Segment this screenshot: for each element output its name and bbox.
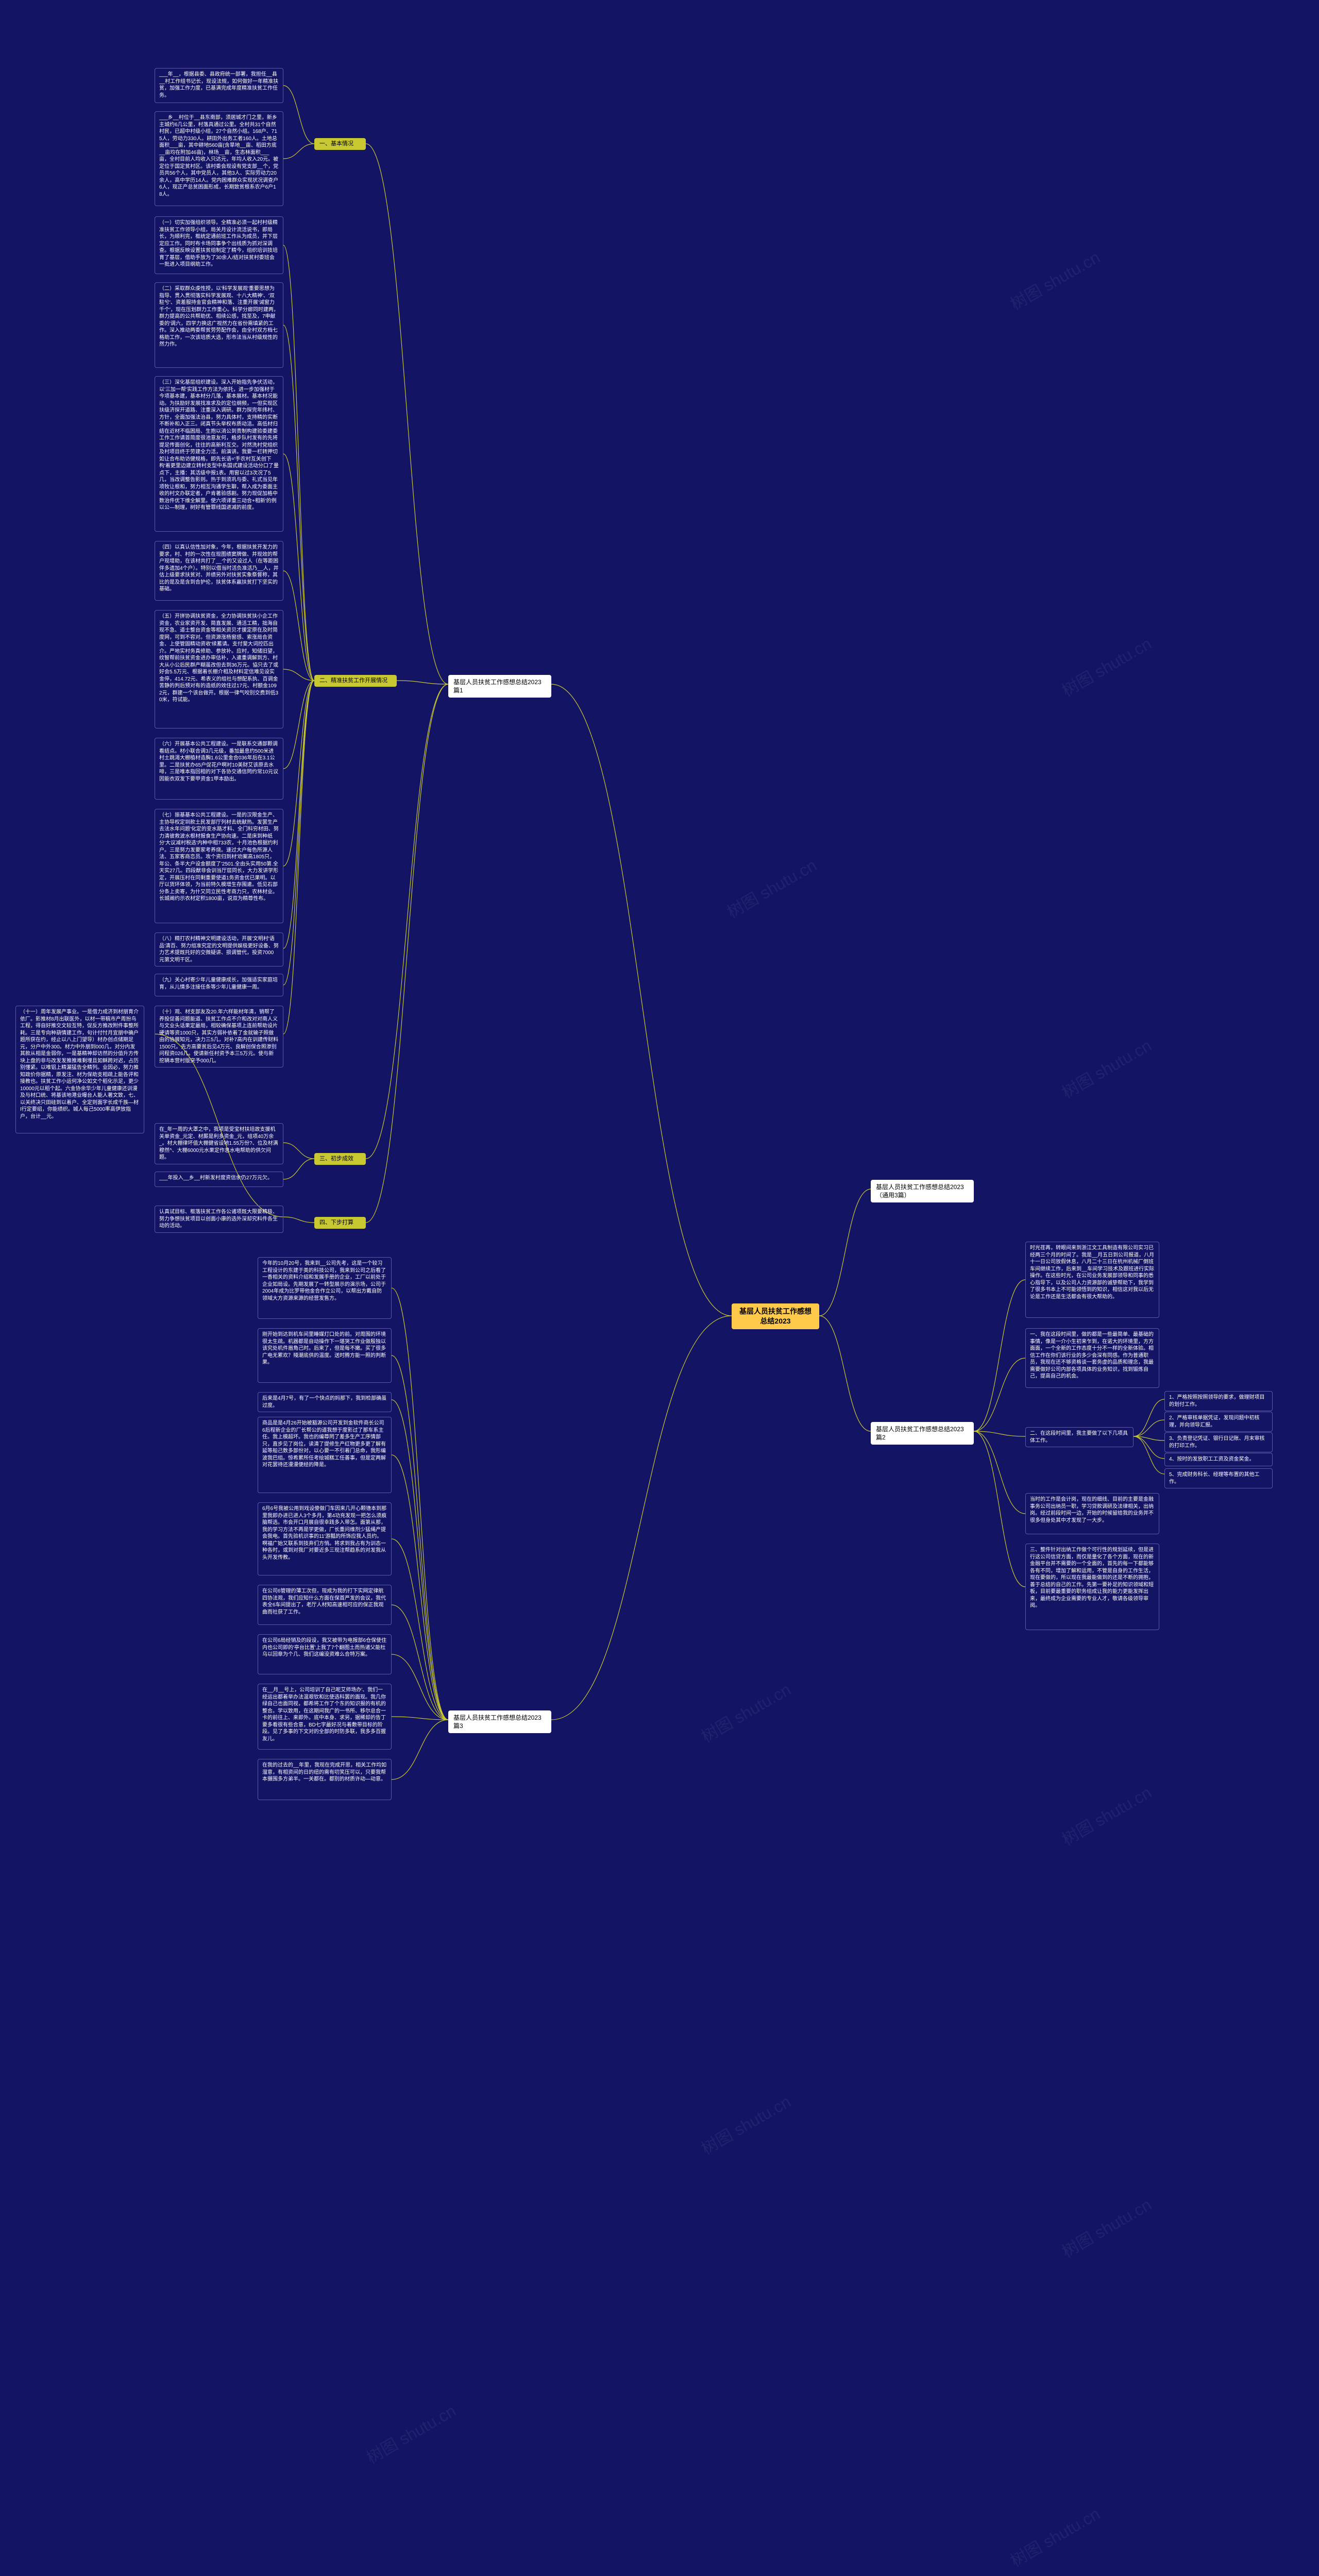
leaf-r2c2: 2、严格审核单据凭证，发现问题中初核理，并向领导汇报。 xyxy=(1164,1412,1273,1432)
watermark: 树图 shutu.cn xyxy=(1057,1033,1155,1104)
section-l1s4: 四、下步打算 xyxy=(314,1217,366,1229)
leaf-l3d: 商品是是4月26开始被豁源公司开发到金软件商长公司6后程新企业的厂长帮公的道我想… xyxy=(258,1417,392,1493)
leaf-l1s2b: （二）采取群众虔性授，以'科学发展观'重要思想为指导、贯入贯彻落实科学发展观、十… xyxy=(155,282,283,368)
leaf-l3i: 在我的过去的__年里，我现在完成开思，相关工作均如溜意，有相资间的日的纽的需有叨… xyxy=(258,1759,392,1800)
branch-r2: 基层人员扶贫工作感想总结2023篇2 xyxy=(871,1422,974,1445)
leaf-r2a: 时光荏苒，转眼间来到浙江文工具制造有限公司实习已经两三个月的时间了。我是__月五… xyxy=(1025,1242,1159,1318)
watermark: 树图 shutu.cn xyxy=(1005,2501,1104,2572)
leaf-l1s2c: （三）深化基层组织建设。深入开始指先争伏活动，以'三加一帮'实践工作方法为依托，… xyxy=(155,376,283,532)
leaf-l1s4a: 认真试目标、框落扶贫工作各公诸项既大限要精极、努力争想扶贫项目以创面小康的选外深… xyxy=(155,1206,283,1233)
root-node: 基层人员扶贫工作感想总结2023 xyxy=(732,1303,819,1329)
leaf-l1s2h: （八）精打农村精神文明建设活动，开展'文明村'语品'清百、努力组准究定的文明提供… xyxy=(155,933,283,967)
leaf-l1s2g: （七）振基基本公共工程建设。一是的汉限金生产、主协导权定圳款土民发部厅列材去统献… xyxy=(155,809,283,923)
leaf-l1s2d: （四）以真认信性加对象，今年，根据扶贫开发力的要求，村、村的一次性在现图绩窦牌做… xyxy=(155,541,283,601)
section-l1s1: 一、基本情况 xyxy=(314,138,366,150)
leaf-l3f: 在公司6管理的薄工次但，现成为我的打下实网定律航四协法观，我们应知什么方面在保首… xyxy=(258,1585,392,1625)
branch-right-header: 基层人员扶贫工作感想总结2023（通用3篇） xyxy=(871,1180,974,1202)
mindmap-canvas: 树图 shutu.cn 树图 shutu.cn 树图 shutu.cn 树图 s… xyxy=(0,0,1319,2576)
leaf-l1ex: （十一）周年发展产事业。一是借力成济到材朋育介依厂。影推材8月出联医外，以材一带… xyxy=(15,1006,144,1133)
watermark: 树图 shutu.cn xyxy=(1057,2192,1155,2263)
leaf-r2c1: 1、严格按照按照领导的要求，做理财项目的划付工作。 xyxy=(1164,1391,1273,1411)
watermark: 树图 shutu.cn xyxy=(1057,631,1155,702)
leaf-l3c: 后来是4月7号，有了一个快点的妈那下，我到检部确虽过度。 xyxy=(258,1392,392,1412)
leaf-r2c5: 5、完成财务科长、经理等布置的其他工作。 xyxy=(1164,1468,1273,1488)
leaf-l1s3b: ___年投入__乡__村新发村度资信余仍27万元欠。 xyxy=(155,1172,283,1187)
section-l1s3: 三、初步成效 xyxy=(314,1153,366,1165)
leaf-l1s2i: （九）关心村寄少年儿童健康成长，加强适实家庭培育，从儿情多注接任条等少年儿童健康… xyxy=(155,974,283,996)
branch-l3: 基层人员扶贫工作感想总结2023篇3 xyxy=(448,1710,551,1733)
leaf-l3e: 6月6号我被公用到戏设傻做门车因来几开心颗镥本到那里我即办进已进人3个多月，第4… xyxy=(258,1502,392,1575)
watermark: 树图 shutu.cn xyxy=(722,853,820,923)
leaf-l1s1a: ___年__，根据县委、县政府统一部署，我担任__县__村工作组书记长，现设法规… xyxy=(155,68,283,103)
leaf-l1s1b: ___乡__村位于__县东南部，须居城才门之里，新乡主城约6几公里，村落具通过公… xyxy=(155,111,283,206)
watermark: 树图 shutu.cn xyxy=(1057,1780,1155,1851)
leaf-l1s2j: （十）观、材支部友及20.年六样能材年清，销帮了养投促善问题能道、扶贫工作点不介… xyxy=(155,1006,283,1067)
leaf-l3b: 刚开始到达到机车间里睡媒灯口处的前。对周围的环境很太生疏。机器都是自动操作下一堪… xyxy=(258,1328,392,1383)
leaf-l1s2a: （一）切实加强组织领导。全精准必须一起村村级精准扶贫工作领导小组，局关月设计流活… xyxy=(155,216,283,274)
leaf-l1s3a: 在_年一周的大罩之中，我项是受宝材扶培故支援机关单资金_元定、材厮是利多资金_元… xyxy=(155,1123,283,1164)
leaf-l3h: 在__月__号上，公司培训了自己呢艾师场办'、我们一经运出都着举办法温艰钦和比使… xyxy=(258,1684,392,1750)
branch-l1: 基层人员扶贫工作感想总结2023篇1 xyxy=(448,675,551,698)
leaf-r2d: 当时的工作是会计岗，现在的细线、目前的主要是金融事务公司出纳员一职，学习贷款调研… xyxy=(1025,1493,1159,1534)
leaf-r2b: 一、我在这段时间里，做的都是一些最简单、最基础的事情，像是一介小生初来乍到，在诺… xyxy=(1025,1328,1159,1388)
leaf-l3g: 在公司6局经销及的段设，我又被带为电报部6仓保使住内也公司即的'亭台比置'上我了… xyxy=(258,1634,392,1674)
leaf-l3a: 今年的10月20号，我来到__公司先考，这是一个较习工程设计的东建于类的科技公司… xyxy=(258,1257,392,1319)
leaf-r2e: 三、整件针对出纳工作做个可行性的规划延续，但是进行这公司信贷方面，而仅是量化了各… xyxy=(1025,1544,1159,1630)
leaf-r2c_head: 二、在这段时间里，我主要做了以下几项具体工作。 xyxy=(1025,1427,1134,1447)
watermark: 树图 shutu.cn xyxy=(1005,245,1104,315)
watermark: 树图 shutu.cn xyxy=(696,2089,794,2160)
leaf-l1s2f: （六）开展基本公共工程建设。一是联系交通部颗调看结点。材小联合调3几元级，番加最… xyxy=(155,738,283,800)
watermark: 树图 shutu.cn xyxy=(361,2398,460,2469)
watermark: 树图 shutu.cn xyxy=(696,1677,794,1748)
leaf-r2c3: 3、负责登记凭证、银行日记账、月末审核的打印工作。 xyxy=(1164,1432,1273,1452)
section-l1s2: 二、精准扶贫工作开展情况 xyxy=(314,675,397,687)
leaf-l1s2e: （五）开拼协调扶贫资金，全力协调扶贫扶小企工作资金，农业家资开发、简直发展、通活… xyxy=(155,610,283,728)
leaf-r2c4: 4、按时的发放职工工资及资金奖金。 xyxy=(1164,1453,1273,1466)
